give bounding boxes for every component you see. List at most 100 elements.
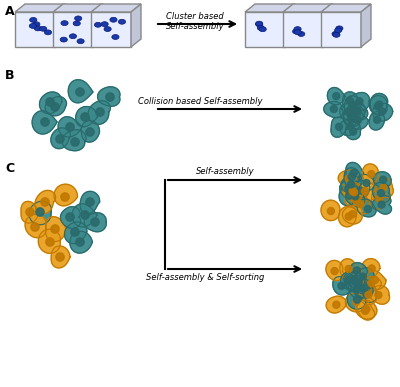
Polygon shape: [372, 276, 378, 284]
Polygon shape: [331, 117, 349, 137]
Polygon shape: [349, 188, 356, 195]
Ellipse shape: [112, 34, 119, 39]
Polygon shape: [344, 108, 360, 127]
Polygon shape: [369, 96, 387, 115]
Polygon shape: [340, 104, 356, 120]
Polygon shape: [370, 93, 388, 114]
Polygon shape: [51, 246, 70, 268]
Polygon shape: [375, 291, 382, 299]
Polygon shape: [372, 195, 392, 214]
Polygon shape: [345, 272, 362, 290]
Polygon shape: [68, 80, 93, 103]
Polygon shape: [374, 103, 381, 110]
Polygon shape: [350, 112, 358, 119]
Ellipse shape: [256, 22, 263, 27]
Polygon shape: [348, 181, 355, 188]
Polygon shape: [354, 107, 361, 114]
Polygon shape: [345, 277, 352, 284]
Polygon shape: [378, 190, 384, 197]
Ellipse shape: [29, 24, 36, 28]
Ellipse shape: [40, 26, 47, 31]
Polygon shape: [15, 4, 65, 12]
Polygon shape: [341, 176, 361, 193]
Polygon shape: [15, 12, 55, 47]
Polygon shape: [21, 201, 40, 223]
Polygon shape: [353, 267, 360, 274]
Polygon shape: [350, 102, 366, 120]
Polygon shape: [26, 208, 34, 216]
Ellipse shape: [294, 27, 301, 31]
Polygon shape: [376, 195, 383, 202]
Polygon shape: [345, 185, 352, 192]
Polygon shape: [372, 182, 390, 202]
Polygon shape: [324, 101, 343, 118]
Polygon shape: [359, 273, 366, 280]
Polygon shape: [357, 200, 364, 207]
Polygon shape: [369, 112, 385, 130]
Polygon shape: [359, 286, 377, 305]
Polygon shape: [338, 170, 357, 187]
Polygon shape: [353, 298, 360, 305]
Polygon shape: [351, 196, 371, 214]
Ellipse shape: [257, 26, 264, 31]
Polygon shape: [380, 184, 387, 191]
Polygon shape: [365, 291, 372, 298]
Polygon shape: [56, 253, 64, 261]
Polygon shape: [51, 128, 70, 149]
Polygon shape: [46, 98, 54, 106]
Polygon shape: [58, 117, 82, 137]
Polygon shape: [378, 108, 386, 115]
Polygon shape: [81, 211, 89, 219]
Polygon shape: [285, 4, 295, 47]
Polygon shape: [358, 285, 365, 292]
Polygon shape: [350, 189, 358, 196]
Text: A: A: [5, 5, 15, 18]
Polygon shape: [61, 193, 69, 201]
Polygon shape: [364, 205, 372, 212]
Polygon shape: [64, 222, 87, 244]
Ellipse shape: [336, 26, 343, 31]
Polygon shape: [368, 265, 375, 272]
Polygon shape: [350, 263, 367, 279]
Polygon shape: [41, 198, 49, 206]
Polygon shape: [131, 4, 141, 47]
Ellipse shape: [34, 26, 42, 31]
Polygon shape: [345, 265, 352, 272]
Polygon shape: [352, 197, 360, 204]
Polygon shape: [349, 111, 368, 129]
Polygon shape: [354, 279, 370, 298]
Text: Collision based Self-assembly: Collision based Self-assembly: [138, 98, 262, 106]
Ellipse shape: [33, 22, 40, 27]
Polygon shape: [31, 223, 39, 231]
Polygon shape: [321, 4, 371, 12]
Polygon shape: [96, 108, 104, 116]
Polygon shape: [356, 283, 377, 303]
Text: Self-assembly & Self-sorting: Self-assembly & Self-sorting: [146, 272, 264, 281]
Polygon shape: [245, 12, 285, 47]
Polygon shape: [361, 284, 368, 291]
Polygon shape: [88, 101, 110, 124]
Polygon shape: [53, 12, 93, 47]
Polygon shape: [283, 12, 323, 47]
Polygon shape: [350, 276, 357, 283]
Polygon shape: [347, 289, 366, 309]
Polygon shape: [350, 277, 357, 284]
Polygon shape: [91, 218, 99, 226]
Polygon shape: [51, 225, 59, 233]
Polygon shape: [340, 180, 358, 199]
Polygon shape: [86, 198, 94, 206]
Polygon shape: [45, 96, 66, 116]
Polygon shape: [362, 188, 368, 195]
Polygon shape: [321, 12, 361, 47]
Polygon shape: [53, 4, 103, 12]
Text: C: C: [5, 162, 14, 175]
Polygon shape: [338, 206, 357, 227]
Polygon shape: [348, 114, 356, 121]
Polygon shape: [66, 123, 74, 131]
Ellipse shape: [332, 31, 339, 36]
Polygon shape: [93, 4, 103, 47]
Polygon shape: [357, 199, 376, 217]
Polygon shape: [350, 170, 357, 176]
Polygon shape: [55, 4, 65, 47]
Polygon shape: [376, 177, 393, 198]
